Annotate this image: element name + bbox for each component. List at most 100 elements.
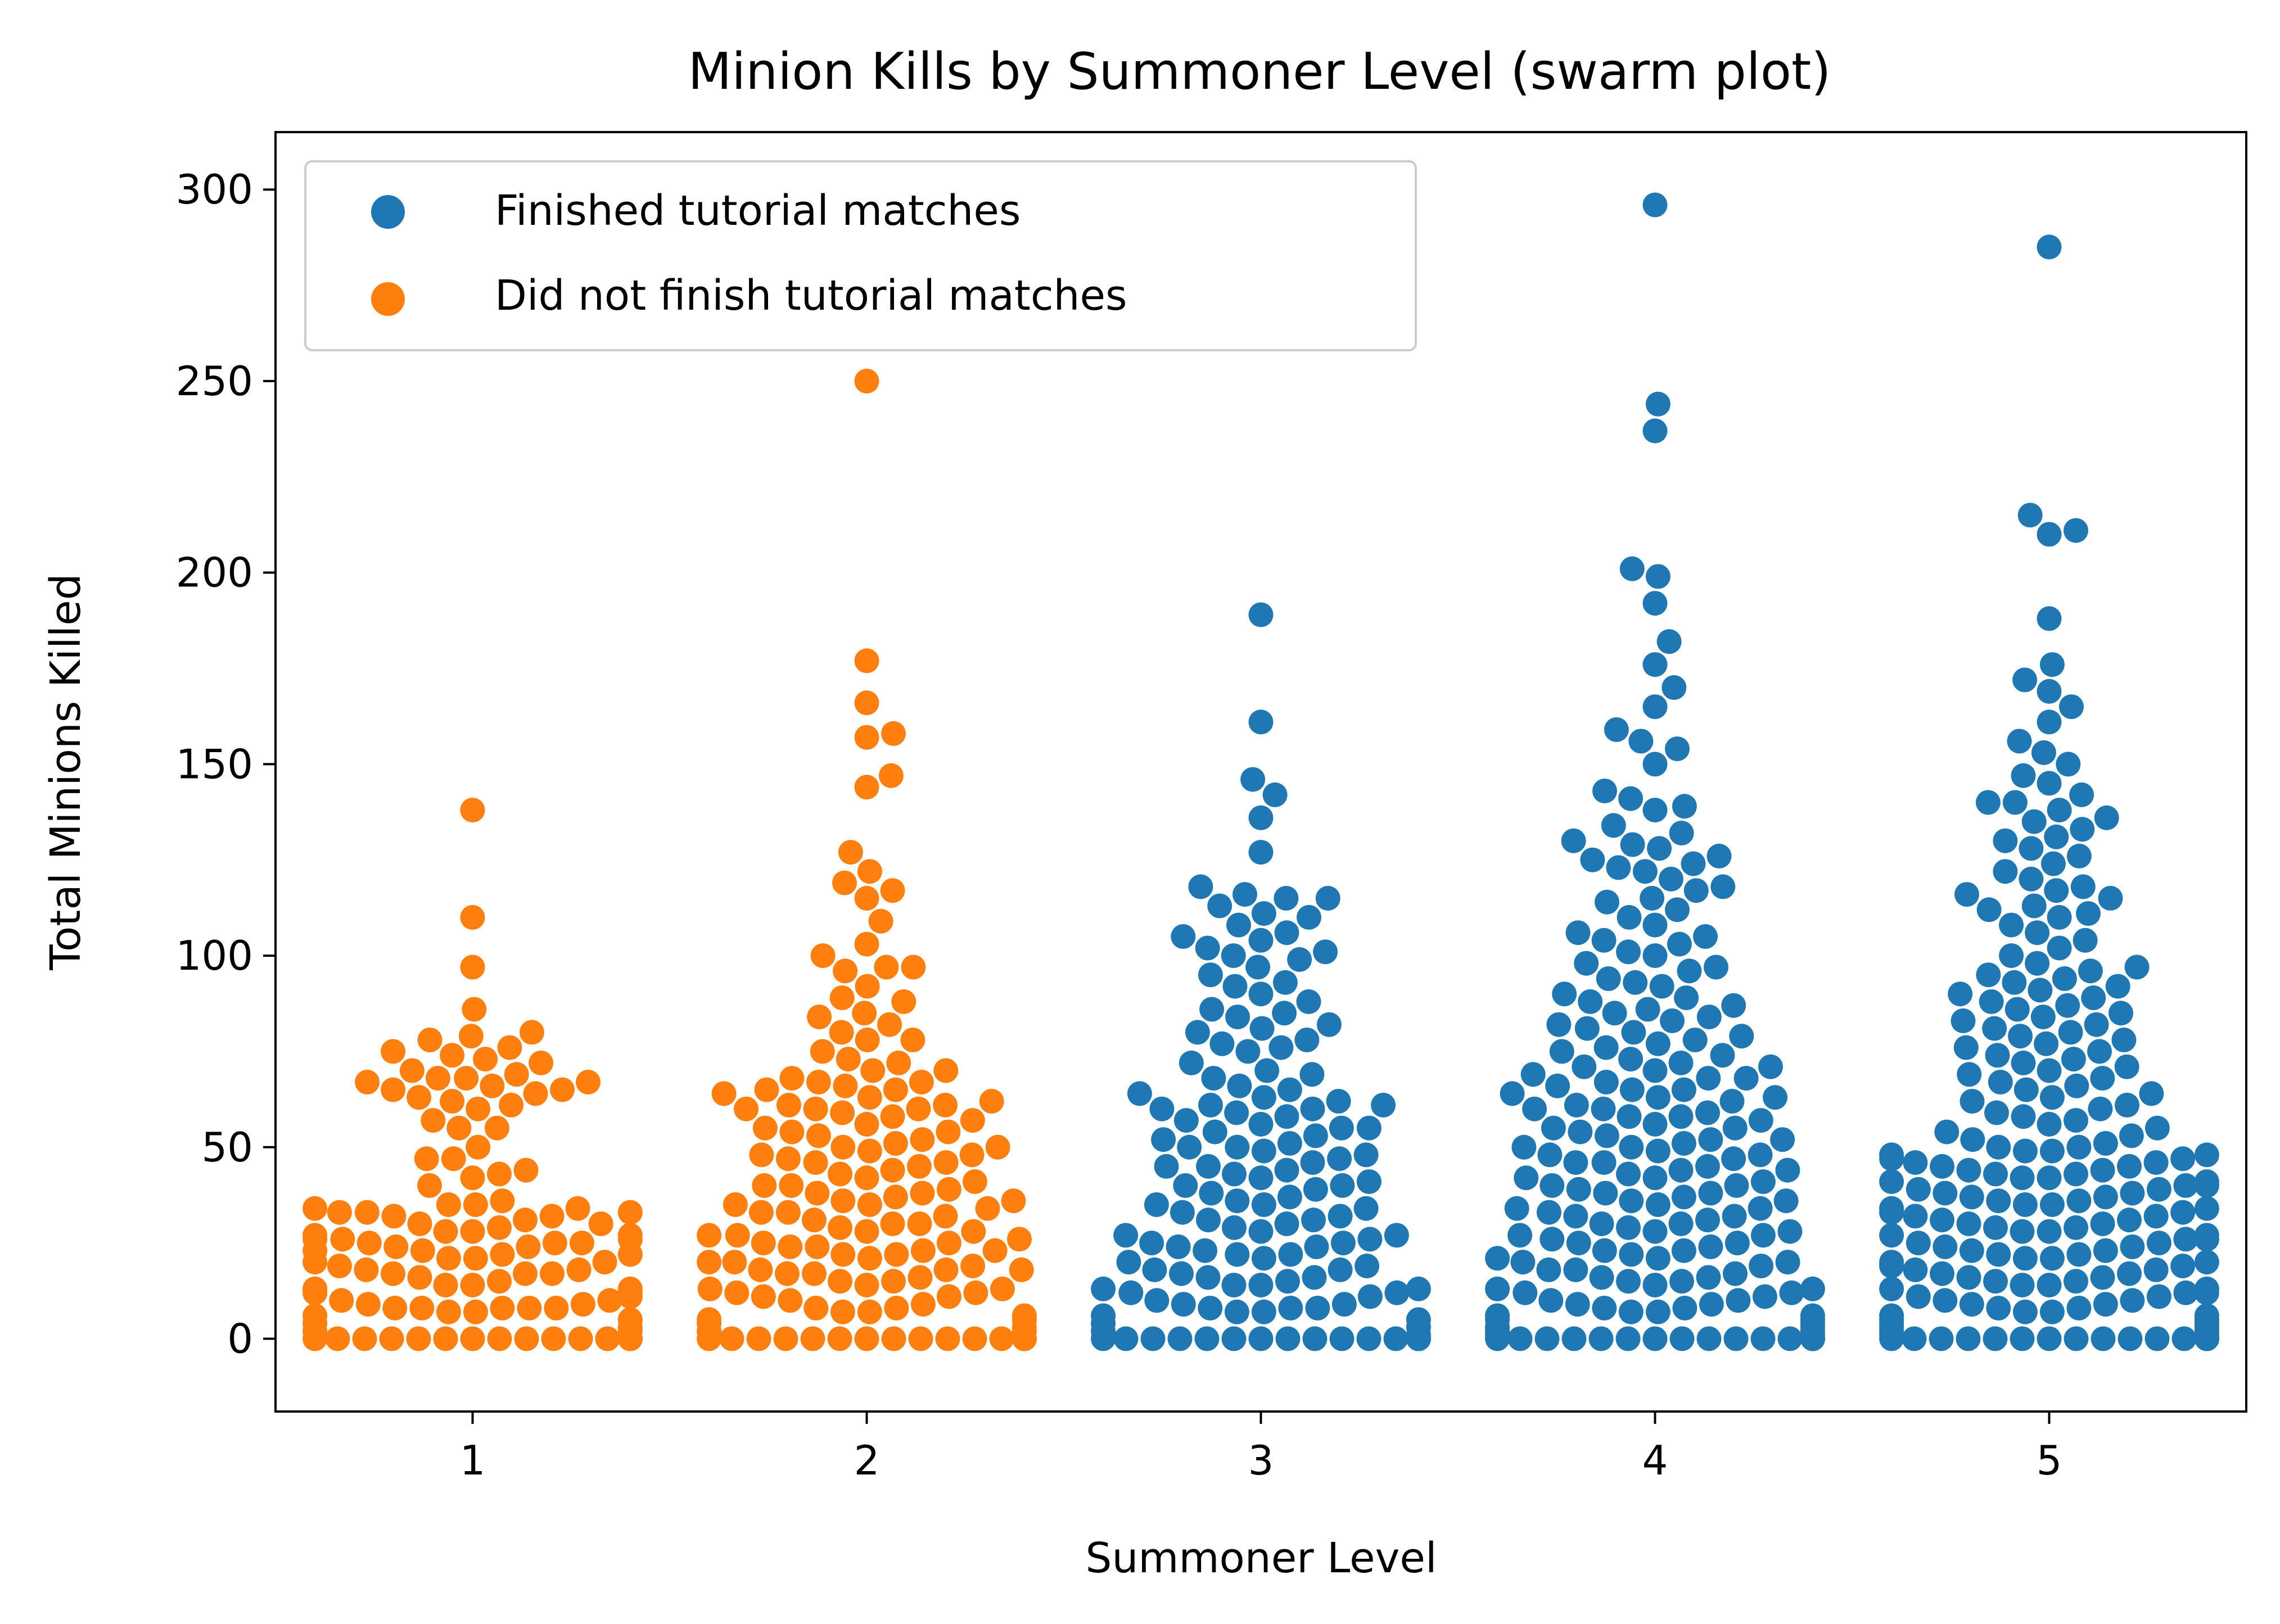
swarm-point: [807, 1005, 832, 1030]
swarm-point: [724, 1280, 750, 1305]
swarm-point: [697, 1250, 722, 1275]
swarm-point: [907, 1211, 932, 1237]
swarm-point: [1775, 1157, 1800, 1183]
swarm-point: [1514, 1165, 1539, 1191]
swarm-point: [1522, 1096, 1547, 1121]
swarm-point: [497, 1035, 522, 1060]
swarm-point: [810, 943, 836, 969]
swarm-point: [1698, 1127, 1723, 1152]
swarm-point: [775, 1146, 801, 1171]
swarm-point: [1695, 1207, 1720, 1233]
swarm-point: [806, 1070, 831, 1094]
swarm-point: [303, 1196, 328, 1221]
swarm-point: [2019, 866, 2044, 892]
swarm-point: [2146, 1231, 2171, 1256]
swarm-point: [1669, 821, 1694, 845]
swarm-point: [1274, 920, 1299, 946]
swarm-point: [962, 1326, 987, 1351]
swarm-point: [2037, 1058, 2062, 1083]
swarm-point: [487, 1326, 512, 1351]
swarm-point: [517, 1296, 542, 1320]
x-tick-label: 2: [854, 1437, 880, 1484]
swarm-point: [1983, 1161, 2008, 1187]
swarm-point: [355, 1292, 381, 1317]
swarm-point: [1733, 1066, 1759, 1091]
swarm-point: [960, 1108, 985, 1133]
swarm-point: [1975, 790, 2001, 815]
swarm-point: [1979, 989, 2004, 1014]
swarm-point: [490, 1296, 515, 1320]
swarm-point: [2037, 678, 2062, 704]
swarm-point: [568, 1326, 593, 1351]
swarm-point: [854, 690, 879, 716]
swarm-point: [1297, 904, 1321, 930]
swarm-point: [1953, 1035, 1979, 1060]
swarm-point: [1620, 832, 1645, 857]
swarm-point: [2019, 836, 2044, 861]
swarm-point: [379, 1326, 404, 1351]
swarm-point: [1683, 878, 1709, 903]
swarm-point: [802, 1207, 827, 1233]
swarm-point: [751, 1284, 776, 1309]
swarm-point: [963, 1280, 988, 1305]
swarm-point: [441, 1146, 466, 1171]
swarm-point: [1566, 1231, 1591, 1256]
swarm-point: [2034, 1031, 2059, 1056]
swarm-point: [2173, 1173, 2198, 1198]
swarm-point: [487, 1215, 512, 1240]
swarm-point: [1302, 1326, 1328, 1351]
swarm-point: [1563, 1150, 1588, 1175]
swarm-point: [1879, 1303, 1904, 1328]
swarm-point: [513, 1261, 538, 1286]
swarm-point: [1645, 391, 1671, 417]
swarm-point: [854, 1165, 879, 1191]
swarm-point: [597, 1288, 622, 1313]
swarm-point: [490, 1242, 515, 1267]
swarm-point: [504, 1062, 529, 1087]
swarm-point: [1353, 1142, 1379, 1168]
swarm-point: [382, 1296, 408, 1320]
x-axis-label: Summoner Level: [1085, 1534, 1437, 1582]
swarm-point: [566, 1257, 592, 1282]
swarm-point: [1957, 1062, 1982, 1087]
swarm-point: [1301, 1207, 1326, 1233]
swarm-point: [2008, 1024, 2033, 1049]
swarm-point: [1645, 1299, 1671, 1324]
swarm-point: [2039, 1192, 2065, 1217]
swarm-point: [1800, 1276, 1825, 1301]
swarm-point: [1330, 1173, 1355, 1198]
swarm-point: [1621, 1020, 1646, 1045]
swarm-point: [1642, 418, 1668, 444]
swarm-point: [854, 931, 879, 957]
swarm-point: [1589, 1265, 1614, 1290]
swarm-point: [425, 1066, 450, 1091]
swarm-point: [1565, 1292, 1590, 1317]
swarm-point: [1329, 1326, 1355, 1351]
swarm-point: [1986, 1242, 2011, 1267]
swarm-point: [1698, 1180, 1723, 1206]
swarm-point: [1635, 997, 1660, 1022]
x-tick-label: 4: [1642, 1437, 1668, 1484]
swarm-point: [330, 1227, 355, 1252]
swarm-point: [1113, 1223, 1139, 1248]
swarm-point: [454, 1066, 479, 1091]
swarm-point: [1541, 1115, 1566, 1141]
swarm-point: [883, 1184, 908, 1210]
swarm-point: [754, 1077, 779, 1102]
swarm-point: [1773, 1188, 1799, 1214]
swarm-point: [1879, 1196, 1904, 1221]
swarm-point: [1222, 1215, 1247, 1240]
swarm-point: [1770, 1127, 1795, 1152]
swarm-point: [1929, 1326, 1954, 1351]
swarm-point: [1251, 1138, 1276, 1164]
swarm-point: [2170, 1146, 2196, 1171]
swarm-point: [2002, 970, 2027, 995]
swarm-point: [460, 1219, 485, 1244]
swarm-point: [884, 1296, 909, 1320]
swarm-point: [1642, 798, 1668, 823]
swarm-point: [1565, 920, 1591, 946]
swarm-point: [900, 1028, 925, 1052]
swarm-point: [2064, 518, 2088, 543]
swarm-point: [1118, 1280, 1144, 1305]
